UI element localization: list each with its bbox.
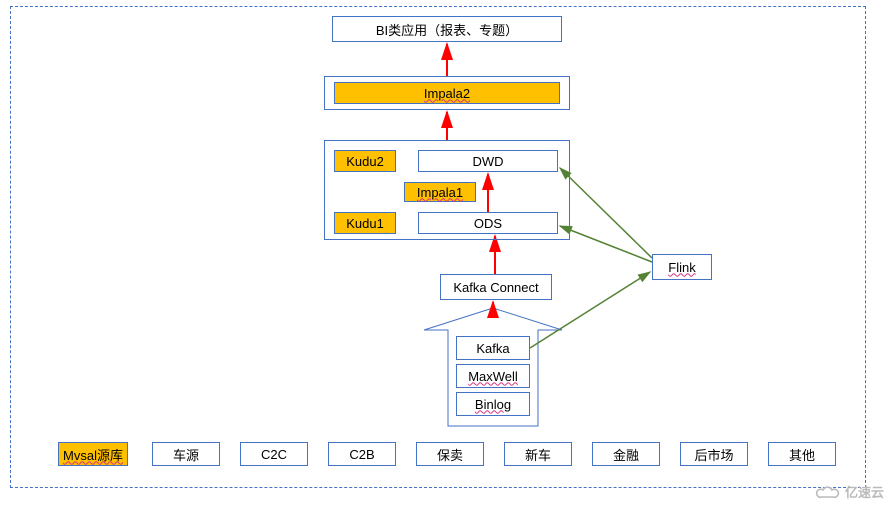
source-box-1: 车源 [152, 442, 220, 466]
impala2-box: Impala2 [334, 82, 560, 104]
maxwell-box: MaxWell [456, 364, 530, 388]
ods-box: ODS [418, 212, 558, 234]
source-box-3: C2B [328, 442, 396, 466]
dwd-box: DWD [418, 150, 558, 172]
source-box-7: 后市场 [680, 442, 748, 466]
source-box-2: C2C [240, 442, 308, 466]
impala1-box: Impala1 [404, 182, 476, 202]
binlog-box: Binlog [456, 392, 530, 416]
source-box-8: 其他 [768, 442, 836, 466]
source-box-6: 金融 [592, 442, 660, 466]
bi-app-box: BI类应用（报表、专题） [332, 16, 562, 42]
mysql-source-box: Mvsal源库 [58, 442, 128, 466]
cloud-icon [815, 484, 841, 500]
kudu2-box: Kudu2 [334, 150, 396, 172]
watermark: 亿速云 [815, 482, 884, 501]
kudu1-box: Kudu1 [334, 212, 396, 234]
kafka-connect-box: Kafka Connect [440, 274, 552, 300]
kafka-box: Kafka [456, 336, 530, 360]
source-box-5: 新车 [504, 442, 572, 466]
flink-box: Flink [652, 254, 712, 280]
source-box-4: 保卖 [416, 442, 484, 466]
watermark-text: 亿速云 [845, 482, 884, 501]
